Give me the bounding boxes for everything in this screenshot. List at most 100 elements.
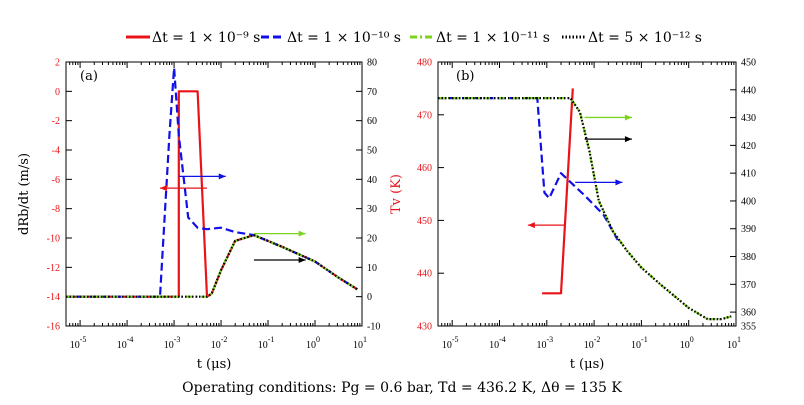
x-tick-exponent: -5	[80, 335, 87, 344]
axis-arrow-head-1	[159, 185, 167, 192]
x-tick-exponent: -2	[594, 335, 601, 344]
x-tick-exponent: -4	[127, 335, 134, 344]
y-tick-label: 440	[417, 269, 432, 280]
series-group	[438, 88, 732, 321]
y-tick-label: 0	[55, 87, 60, 98]
y2-tick-label: 370	[741, 280, 756, 291]
legend-label-2: Δt = 1 × 10⁻¹⁰ s	[287, 30, 401, 46]
x-tick-exponent: -4	[499, 335, 506, 344]
x-tick-label: 10-5	[442, 335, 459, 351]
axis-arrow-head-3	[298, 230, 306, 237]
x-tick-label: 10-3	[164, 335, 181, 351]
legend-entry-1: Δt = 1 × 10⁻⁹ s	[126, 30, 260, 46]
y2-tick-label: 50	[367, 146, 377, 157]
y2-tick-label: 400	[741, 196, 756, 207]
y-tick-label: 460	[417, 163, 432, 174]
series-line-2	[66, 66, 358, 298]
caption: Operating conditions: Pg = 0.6 bar, Td =…	[182, 380, 622, 396]
axis-arrow-head-3	[624, 114, 632, 121]
y-tick-label: -8	[52, 204, 60, 215]
x-axis-label: t (μs)	[197, 357, 232, 372]
y2-tick-label: 440	[741, 85, 756, 96]
series-line-1	[66, 90, 358, 298]
x-tick-exponent: 1	[737, 335, 741, 344]
x-tick-exponent: -5	[452, 335, 459, 344]
y-tick-label: 480	[417, 58, 432, 69]
series-line-1	[542, 88, 574, 295]
series-line-4	[66, 234, 358, 298]
legend-label-3: Δt = 1 × 10⁻¹¹ s	[436, 30, 550, 46]
legend-label-4: Δt = 5 × 10⁻¹² s	[588, 30, 702, 46]
y-tick-label: -14	[47, 292, 60, 303]
y2-tick-label: 80	[367, 58, 377, 69]
y2-tick-label: 430	[741, 113, 756, 124]
x-tick-label: 10-3	[536, 335, 553, 351]
y-tick-label: -10	[47, 234, 60, 245]
y2-tick-label: 0	[367, 292, 372, 303]
legend-label-1: Δt = 1 × 10⁻⁹ s	[152, 30, 260, 46]
x-tick-exponent: 0	[690, 335, 694, 344]
legend-entry-2: Δt = 1 × 10⁻¹⁰ s	[261, 30, 401, 46]
y-tick-label: 2	[55, 58, 60, 69]
series-line-3	[66, 234, 358, 298]
x-tick-label: 101	[353, 335, 367, 351]
x-tick-exponent: -1	[268, 335, 275, 344]
x-tick-exponent: 0	[316, 335, 320, 344]
plot-frame	[437, 61, 737, 327]
panel-label: (b)	[456, 69, 474, 84]
x-tick-label: 10-5	[70, 335, 87, 351]
y2-tick-label: 355	[741, 322, 756, 333]
y2-tick-label: 30	[367, 204, 377, 215]
y2-tick-label: 420	[741, 141, 756, 152]
x-tick-exponent: -1	[641, 335, 648, 344]
y2-tick-label: 20	[367, 234, 377, 245]
y2-tick-label: 10	[367, 263, 377, 274]
x-axis-label: t (μs)	[570, 357, 605, 372]
legend-entry-4: Δt = 5 × 10⁻¹² s	[562, 30, 702, 46]
y-axis-label: dRb/dt (m/s)	[17, 153, 32, 235]
x-tick-label: 100	[680, 335, 694, 351]
y2-tick-label: 380	[741, 252, 756, 263]
y2-tick-label: 60	[367, 116, 377, 127]
panel-b: 10-5 10-4 10-3 1 0 -2 10-1 100 101 t (μs) 430 440 45…	[389, 58, 756, 373]
x-tick-exponent: -2	[221, 335, 228, 344]
series-group	[66, 66, 358, 298]
x-tick-label: 10-1	[631, 335, 648, 351]
axis-arrow-head-4	[298, 257, 306, 263]
axis-arrow-head-2	[615, 179, 623, 186]
y-tick-label: -6	[52, 175, 60, 186]
y-tick-label: 430	[417, 322, 432, 333]
y-axis-label: Tv (K)	[389, 174, 404, 214]
y2-tick-label: 390	[741, 224, 756, 235]
axis-arrow-head-4	[624, 136, 632, 143]
y-tick-label: 470	[417, 110, 432, 121]
y2-tick-label: 360	[741, 308, 756, 319]
x-tick-exponent: -3	[174, 335, 181, 344]
y2-tick-label: 450	[741, 58, 756, 69]
x-tick-label: 10-1	[258, 335, 275, 351]
x-tick-label: 101	[727, 335, 741, 351]
series-line-2	[438, 96, 619, 241]
x-tick-exponent: -3	[546, 335, 553, 344]
legend-entry-3: Δt = 1 × 10⁻¹¹ s	[410, 30, 550, 46]
y2-tick-label: -10	[367, 322, 380, 333]
x-tick-label: 10-4	[117, 335, 134, 351]
axis-arrow-head-1	[527, 222, 535, 229]
axis-arrow-head-2	[218, 173, 226, 180]
y2-tick-label: 40	[367, 175, 377, 186]
x-tick-label: 100	[306, 335, 320, 351]
y2-tick-label: 70	[367, 87, 377, 98]
x-tick-label: 10-4	[489, 335, 506, 351]
legend: Δt = 1 × 10⁻⁹ s Δt = 1 × 10⁻¹⁰ s Δt = 1 …	[126, 30, 702, 46]
y-tick-label: -16	[47, 322, 60, 333]
y2-tick-label: 410	[741, 169, 756, 180]
x-tick-exponent: 1	[363, 335, 367, 344]
series-line-4	[438, 96, 732, 321]
y-tick-label: 450	[417, 216, 432, 227]
x-tick-label: 10-2	[211, 335, 228, 351]
panel-label: (a)	[80, 69, 98, 84]
y-tick-label: -2	[52, 116, 60, 127]
y-tick-label: -4	[52, 146, 60, 157]
